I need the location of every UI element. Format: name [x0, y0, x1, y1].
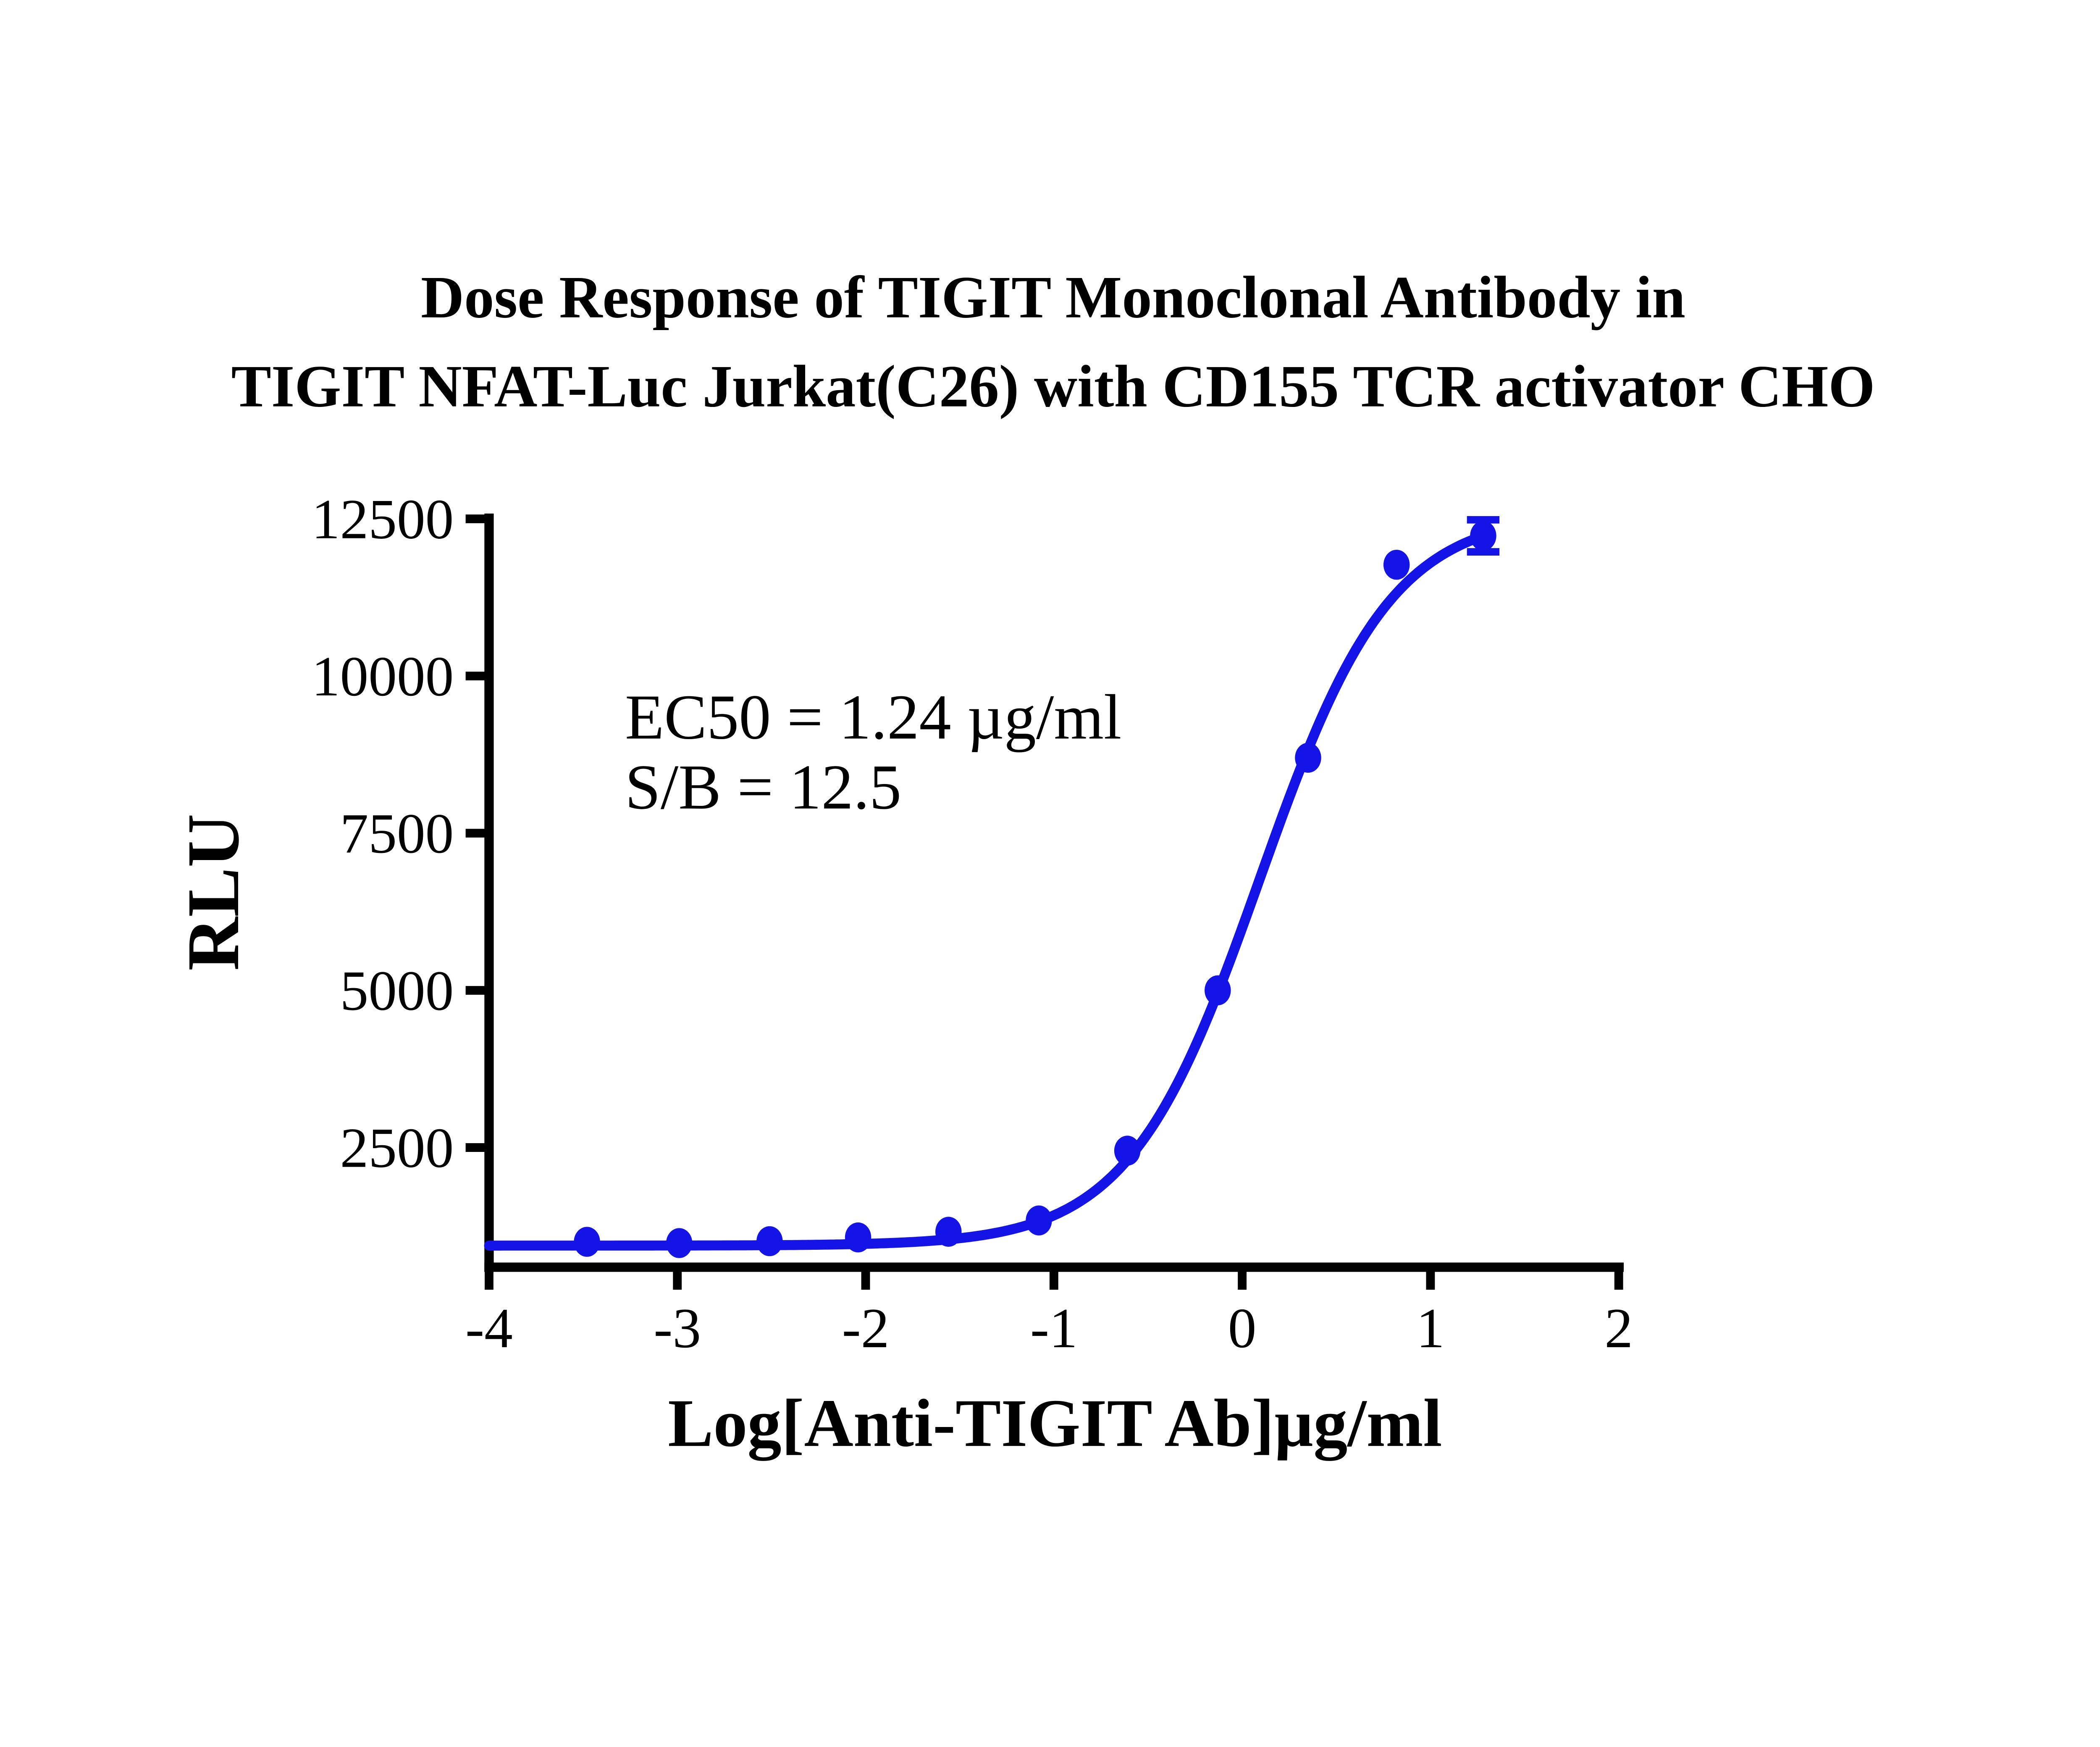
x-axis-ticks	[485, 1269, 1623, 1290]
chart-title-line2: TIGIT NFAT-Luc Jurkat(C26) with CD155 TC…	[231, 353, 1875, 420]
y-tick-label: 10000	[312, 645, 454, 708]
x-axis-tick-labels: -4 -3 -2 -1 0 1 2	[465, 1297, 1633, 1360]
axes	[484, 513, 1624, 1272]
y-tick-label: 5000	[340, 959, 454, 1022]
x-tick-label: 0	[1228, 1297, 1257, 1360]
data-point	[935, 1217, 962, 1247]
y-tick-label: 7500	[340, 802, 454, 865]
data-point-markers	[574, 521, 1496, 1258]
data-point	[1383, 550, 1410, 580]
x-tick-label: -4	[465, 1297, 513, 1360]
data-point	[1205, 975, 1231, 1005]
x-tick-label: -3	[654, 1297, 701, 1360]
data-point	[666, 1228, 693, 1258]
y-tick-label: 2500	[340, 1117, 454, 1180]
y-axis-title: RLU	[172, 814, 255, 971]
ec50-annotation: EC50 = 1.24 µg/ml	[625, 682, 1121, 753]
x-tick-label: -1	[1030, 1297, 1078, 1360]
y-axis-ticks	[465, 514, 489, 1152]
data-point	[1470, 521, 1496, 551]
data-point	[1114, 1136, 1141, 1166]
x-tick-label: -2	[842, 1297, 890, 1360]
x-tick-label: 2	[1604, 1297, 1633, 1360]
y-axis-tick-labels: 2500 5000 7500 10000 12500	[312, 488, 454, 1180]
data-point	[756, 1226, 783, 1256]
chart-title-line1: Dose Response of TIGIT Monoclonal Antibo…	[421, 264, 1685, 331]
data-point	[845, 1222, 872, 1253]
sb-annotation: S/B = 12.5	[625, 751, 901, 822]
x-axis-title: Log[Anti-TIGIT Ab]µg/ml	[668, 1385, 1442, 1461]
fit-curve-line	[484, 531, 1488, 1251]
data-point	[574, 1227, 600, 1257]
data-point	[1295, 742, 1321, 773]
x-tick-label: 1	[1416, 1297, 1445, 1360]
data-point	[1026, 1205, 1052, 1235]
y-tick-label: 12500	[312, 488, 454, 551]
